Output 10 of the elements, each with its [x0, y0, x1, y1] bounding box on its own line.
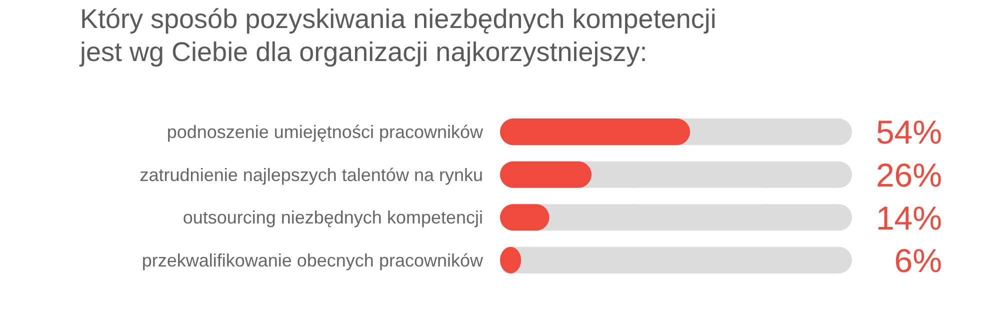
data-label: 14%	[876, 199, 942, 236]
data-label: 54%	[876, 114, 942, 151]
data-label: 6%	[894, 242, 942, 280]
chart-title: Który sposób pozyskiwania niezbędnych kompetencji jest wg Ciebie dla organizacji najkorzystniejszy:	[79, 4, 716, 67]
bar	[500, 161, 592, 188]
data-label: 26%	[876, 156, 942, 194]
y-tick-label: outsourcing niezbędnych kompetencji	[182, 208, 483, 228]
y-tick-label: przekwalifikowanie obecnych pracowników	[142, 250, 484, 270]
y-tick-label: zatrudnienie najlepszych talentów na rynku	[140, 164, 483, 185]
y-tick-label: podnoszenie umiejętności pracowników	[166, 122, 484, 142]
